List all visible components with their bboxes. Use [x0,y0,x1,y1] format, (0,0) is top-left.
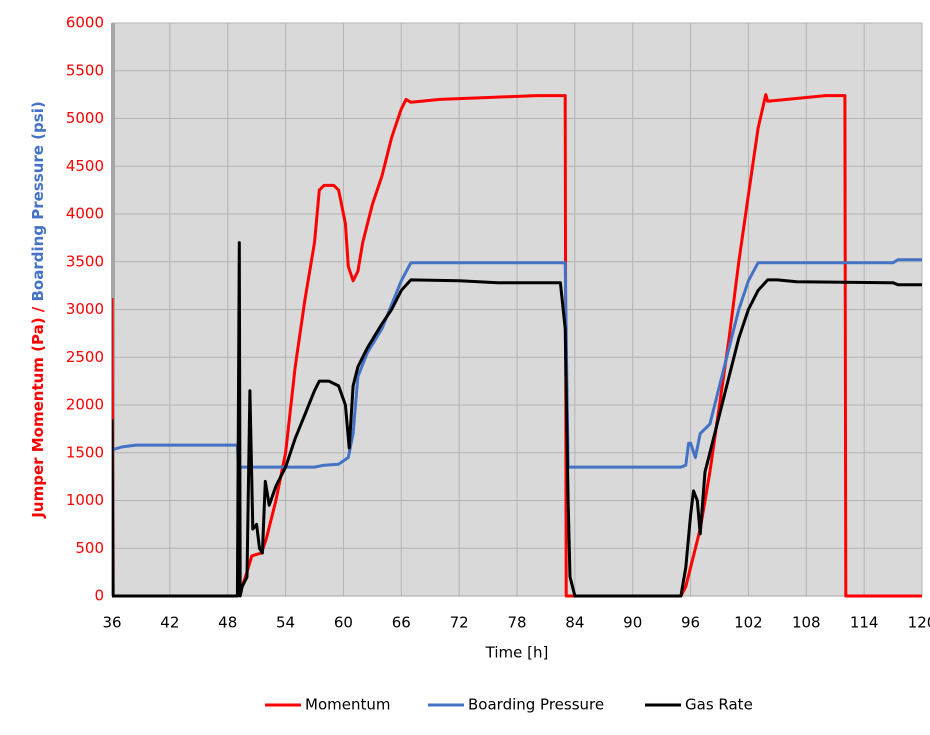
y-axis-label-part: Boarding Pressure (psi) [29,101,47,301]
x-tick-label: 60 [334,614,353,632]
y-tick-label: 2500 [66,348,104,366]
x-tick-label: 90 [623,614,642,632]
x-tick-label: 48 [218,614,237,632]
y-tick-label: 4500 [66,157,104,175]
y-tick-label: 6000 [66,14,104,32]
y-axis-label: Jumper Momentum (Pa) / Boarding Pressure… [29,101,47,518]
x-tick-label: 72 [450,614,469,632]
y-tick-label: 500 [75,539,104,557]
x-tick-label: 108 [792,614,821,632]
legend-label: Gas Rate [685,696,753,714]
y-tick-label: 3500 [66,252,104,270]
x-tick-label: 36 [102,614,121,632]
y-tick-label: 1500 [66,443,104,461]
y-tick-label: 4000 [66,205,104,223]
x-tick-label: 66 [392,614,411,632]
x-tick-label: 120 [908,614,930,632]
x-axis-label: Time [h] [485,644,549,662]
legend-label: Boarding Pressure [468,696,604,714]
y-tick-label: 3000 [66,300,104,318]
y-tick-label: 0 [94,587,104,605]
series-line [112,241,922,598]
y-tick-label: 5500 [66,61,104,79]
x-tick-label: 78 [507,614,526,632]
x-tick-label: 42 [160,614,179,632]
x-tick-label: 114 [850,614,879,632]
legend-label: Momentum [305,696,390,714]
series-line [112,93,922,598]
y-tick-label: 1000 [66,491,104,509]
x-tick-label: 102 [734,614,763,632]
x-tick-label: 96 [681,614,700,632]
y-axis-label-part: Jumper Momentum (Pa) / [29,302,47,519]
x-tick-label: 54 [276,614,295,632]
y-tick-label: 2000 [66,396,104,414]
x-tick-label: 84 [565,614,584,632]
y-tick-label: 5000 [66,109,104,127]
